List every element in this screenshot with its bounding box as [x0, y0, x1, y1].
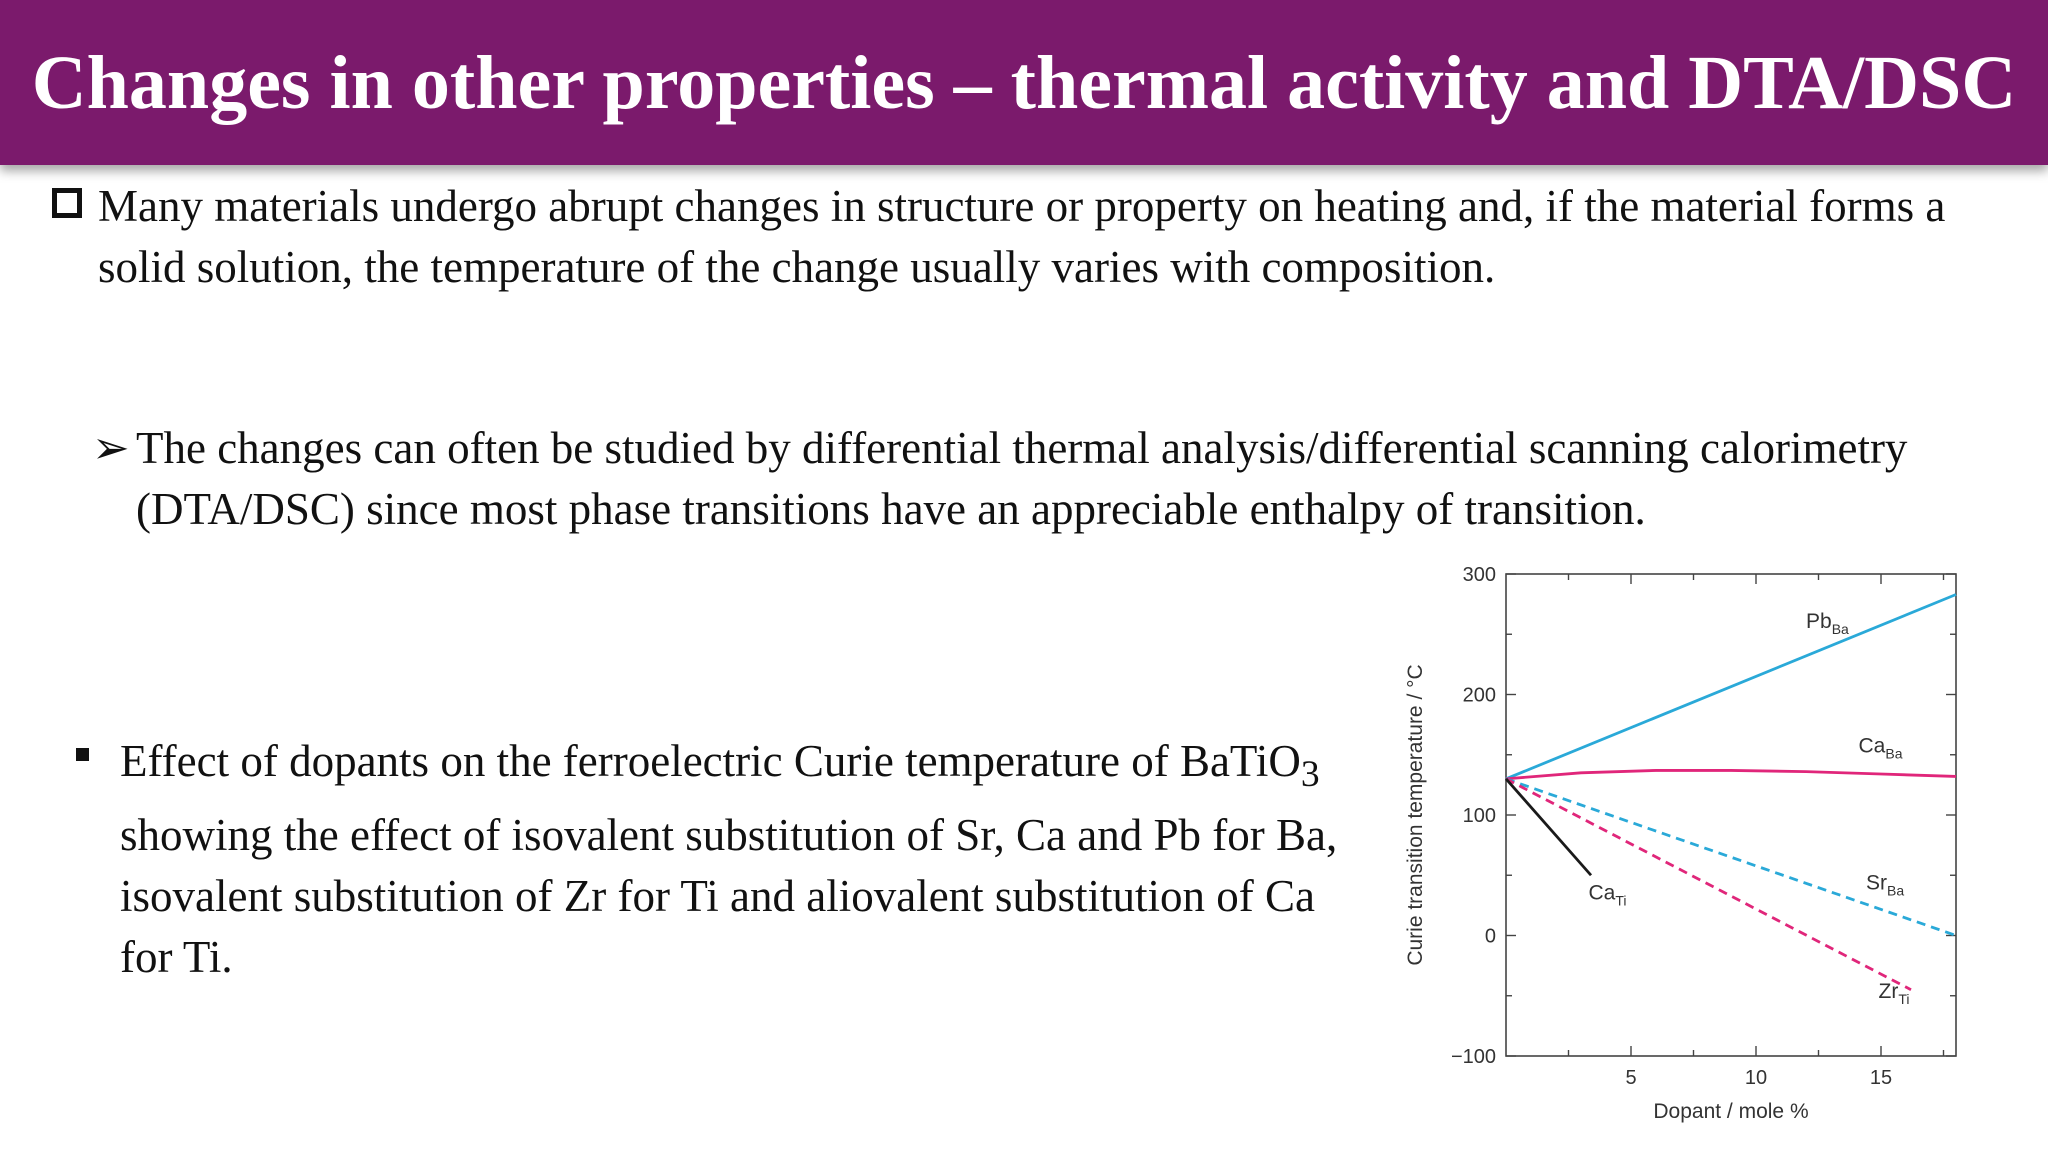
series-line-PbBa	[1505, 593, 1957, 781]
subscript-3: 3	[1300, 754, 1320, 795]
series-label-sub: Ti	[1898, 991, 1909, 1007]
series-label-base: Ca	[1589, 881, 1616, 904]
series-label-SrBa: SrBa	[1866, 872, 1904, 899]
series-label-CaBa: CaBa	[1859, 734, 1903, 761]
series-label-sub: Ti	[1615, 892, 1626, 908]
series-label-CaTi: CaTi	[1589, 881, 1627, 908]
series-label-base: Ca	[1859, 734, 1886, 757]
series-line-ZrTi	[1505, 777, 1912, 991]
y-tick-label: 300	[1463, 564, 1496, 586]
x-tick-label: 15	[1870, 1067, 1892, 1089]
series-line-SrBa	[1505, 777, 1957, 937]
curie-temperature-chart: −100 0 100 200 300 5 10 15 Dopant / mole % Curie …	[1404, 564, 1957, 1123]
bullet-text-3-part-b: showing the effect of isovalent substitu…	[120, 810, 1338, 982]
bullet-text-3: Effect of dopants on the ferroelectric C…	[120, 731, 1360, 988]
x-axis-label: Dopant / mole %	[1653, 1100, 1808, 1123]
square-bullet-icon	[76, 748, 89, 761]
x-tick-label: 10	[1745, 1067, 1767, 1089]
series-label-base: Zr	[1879, 980, 1899, 1003]
checkbox-bullet-icon	[52, 188, 82, 218]
arrow-bullet-icon: ➢	[92, 423, 130, 473]
series-label-sub: Ba	[1885, 745, 1902, 761]
bullet-text-2: The changes can often be studied by diff…	[136, 423, 1908, 534]
title-bar: Changes in other properties – thermal ac…	[0, 0, 2048, 165]
bullet-text-1: Many materials undergo abrupt changes in…	[98, 181, 1946, 292]
slide-title: Changes in other properties – thermal ac…	[31, 41, 2017, 125]
series-label-sub: Ba	[1887, 883, 1904, 899]
x-tick-label: 5	[1625, 1067, 1636, 1089]
y-tick-label: −100	[1451, 1046, 1496, 1068]
bullet-text-3-part-a: Effect of dopants on the ferroelectric C…	[120, 736, 1301, 786]
series-label-base: Sr	[1866, 872, 1887, 895]
series-label-PbBa: PbBa	[1806, 610, 1849, 637]
y-axis-label: Curie transition temperature / °C	[1404, 664, 1427, 965]
series-line-CaTi	[1504, 777, 1593, 877]
y-tick-label: 100	[1463, 805, 1496, 827]
series-line-CaBa	[1505, 769, 1957, 781]
series-label-ZrTi: ZrTi	[1879, 980, 1910, 1007]
series-label-base: Pb	[1806, 610, 1832, 633]
y-tick-label: 0	[1485, 926, 1496, 948]
y-tick-label: 200	[1463, 685, 1496, 707]
series-label-sub: Ba	[1832, 621, 1849, 637]
